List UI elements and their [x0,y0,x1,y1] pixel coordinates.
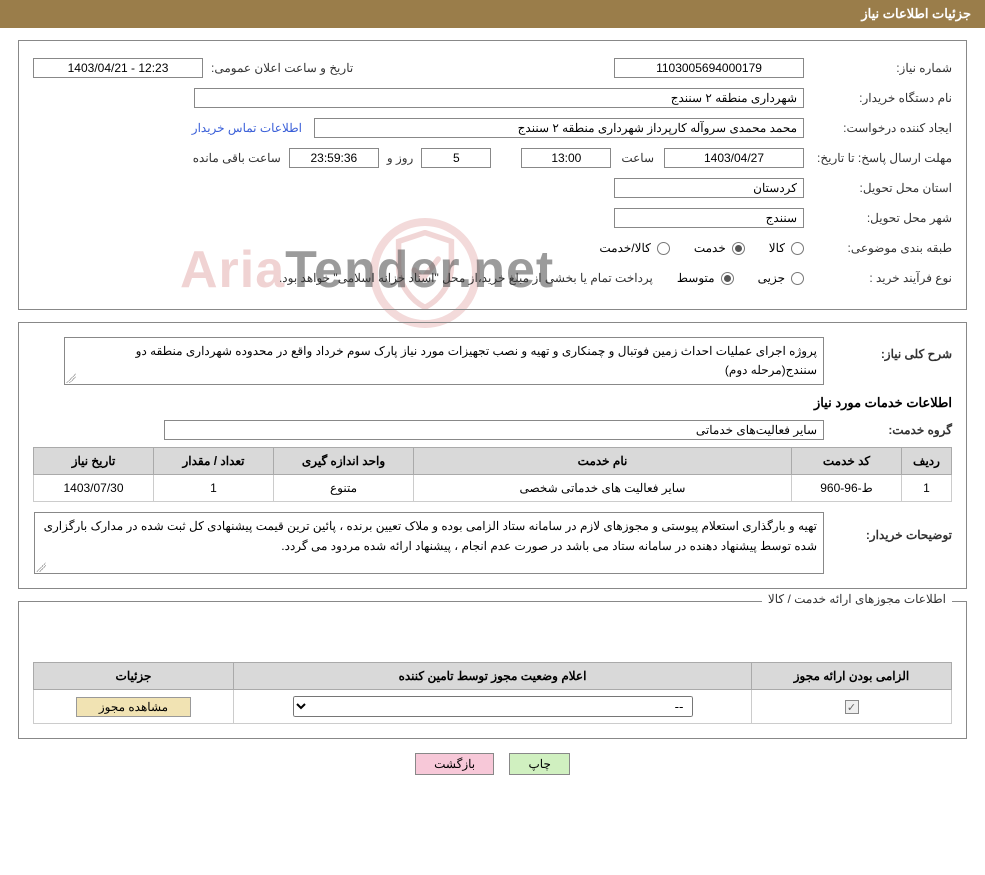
td-row: 1 [902,475,952,502]
mandatory-checkbox: ✓ [845,700,859,714]
services-heading: اطلاعات خدمات مورد نیاز [33,395,952,411]
row-need-number: شماره نیاز: 1103005694000179 تاریخ و ساع… [33,55,952,81]
th-name: نام خدمت [414,448,792,475]
td-name: سایر فعالیت های خدماتی شخصی [414,475,792,502]
deadline-label: مهلت ارسال پاسخ: تا تاریخ: [812,150,952,167]
row-city: شهر محل تحویل: سنندج [33,205,952,231]
page-title: جزئیات اطلاعات نیاز [861,6,971,21]
remaining-label: ساعت باقی مانده [193,151,281,165]
category-both[interactable]: کالا/خدمت [599,241,669,255]
page-root: جزئیات اطلاعات نیاز AriaTender.net شماره… [0,0,985,775]
th-status: اعلام وضعیت مجوز توسط تامین کننده [234,663,752,690]
services-table: ردیف کد خدمت نام خدمت واحد اندازه گیری ت… [33,447,952,502]
table-header-row: ردیف کد خدمت نام خدمت واحد اندازه گیری ت… [34,448,952,475]
pt-partial-label: جزیی [758,271,785,285]
cat-goods-label: کالا [769,241,785,255]
cat-service-label: خدمت [694,241,726,255]
status-select[interactable]: -- [293,696,693,717]
announce-value: 12:23 - 1403/04/21 [33,58,203,78]
th-mandatory: الزامی بودن ارائه مجوز [752,663,952,690]
countdown: 23:59:36 [289,148,379,168]
th-unit: واحد اندازه گیری [274,448,414,475]
category-goods[interactable]: کالا [769,241,804,255]
th-details: جزئیات [34,663,234,690]
print-button[interactable]: چاپ [509,753,569,775]
footer-buttons: چاپ بازگشت [0,753,985,775]
deadline-date: 1403/04/27 [664,148,804,168]
category-label: طبقه بندی موضوعی: [812,241,952,255]
page-title-bar: جزئیات اطلاعات نیاز [0,0,985,28]
row-category: طبقه بندی موضوعی: کالا خدمت کالا/خدمت [33,235,952,261]
row-province: استان محل تحویل: کردستان [33,175,952,201]
need-title-text: پروژه اجرای عملیات احداث زمین فوتبال و چ… [64,337,824,385]
row-service-group: گروه خدمت: سایر فعالیت‌های خدماتی [33,417,952,443]
cat-both-label: کالا/خدمت [599,241,650,255]
license-table: الزامی بودن ارائه مجوز اعلام وضعیت مجوز … [33,662,952,724]
td-code: ط-96-960 [792,475,902,502]
time-label: ساعت [621,151,654,165]
city-label: شهر محل تحویل: [812,211,952,225]
category-service[interactable]: خدمت [694,241,745,255]
pt-medium[interactable]: متوسط [677,271,734,285]
td-details: مشاهده مجوز [34,690,234,724]
radio-icon [791,272,804,285]
resize-handle-icon [36,562,46,572]
days-and-label: روز و [387,151,414,165]
buyer-contact-link[interactable]: اطلاعات تماس خریدار [192,121,302,135]
license-panel-title: اطلاعات مجوزهای ارائه خدمت / کالا [762,592,952,606]
row-buyer-notes: توضیحات خریدار: تهیه و بارگذاری استعلام … [33,512,952,574]
service-group-label: گروه خدمت: [832,423,952,437]
need-title-label: شرح کلی نیاز: [832,337,952,361]
province-value: کردستان [614,178,804,198]
view-license-button[interactable]: مشاهده مجوز [76,697,191,717]
td-status: -- [234,690,752,724]
service-group-value: سایر فعالیت‌های خدماتی [164,420,824,440]
td-unit: متنوع [274,475,414,502]
need-info-panel: شماره نیاز: 1103005694000179 تاریخ و ساع… [18,40,967,310]
table-header-row: الزامی بودن ارائه مجوز اعلام وضعیت مجوز … [34,663,952,690]
deadline-time: 13:00 [521,148,611,168]
buyer-notes-label: توضیحات خریدار: [832,512,952,542]
city-value: سنندج [614,208,804,228]
pt-medium-label: متوسط [677,271,715,285]
radio-icon-checked [721,272,734,285]
need-number-value: 1103005694000179 [614,58,804,78]
row-purchase-type: نوع فرآیند خرید : جزیی متوسط پرداخت تمام… [33,265,952,291]
announce-label: تاریخ و ساعت اعلان عمومی: [211,61,353,75]
buyer-notes-text: تهیه و بارگذاری استعلام پیوستی و مجوزهای… [34,512,824,574]
td-date: 1403/07/30 [34,475,154,502]
th-row: ردیف [902,448,952,475]
need-number-label: شماره نیاز: [812,61,952,75]
table-row: ✓ -- مشاهده مجوز [34,690,952,724]
purchase-type-label: نوع فرآیند خرید : [812,271,952,285]
row-buyer-org: نام دستگاه خریدار: شهرداری منطقه ۲ سنندج [33,85,952,111]
requester-value: محمد محمدی سروآله کارپرداز شهرداری منطقه… [314,118,804,138]
buyer-notes-text-content: تهیه و بارگذاری استعلام پیوستی و مجوزهای… [44,519,817,552]
buyer-org-value: شهرداری منطقه ۲ سنندج [194,88,804,108]
row-requester: ایجاد کننده درخواست: محمد محمدی سروآله ک… [33,115,952,141]
days-remaining: 5 [421,148,491,168]
description-panel: شرح کلی نیاز: پروژه اجرای عملیات احداث ز… [18,322,967,589]
table-row: 1 ط-96-960 سایر فعالیت های خدماتی شخصی م… [34,475,952,502]
th-qty: تعداد / مقدار [154,448,274,475]
province-label: استان محل تحویل: [812,181,952,195]
th-date: تاریخ نیاز [34,448,154,475]
td-mandatory: ✓ [752,690,952,724]
row-need-title: شرح کلی نیاز: پروژه اجرای عملیات احداث ز… [33,337,952,385]
th-code: کد خدمت [792,448,902,475]
radio-icon-checked [732,242,745,255]
payment-note: پرداخت تمام یا بخشی از مبلغ خرید،از محل … [279,271,653,285]
resize-handle-icon [66,373,76,383]
need-title-text-content: پروژه اجرای عملیات احداث زمین فوتبال و چ… [136,344,817,377]
buyer-org-label: نام دستگاه خریدار: [812,91,952,105]
row-deadline: مهلت ارسال پاسخ: تا تاریخ: 1403/04/27 سا… [33,145,952,171]
license-panel: اطلاعات مجوزهای ارائه خدمت / کالا الزامی… [18,601,967,739]
radio-icon [791,242,804,255]
requester-label: ایجاد کننده درخواست: [812,121,952,135]
back-button[interactable]: بازگشت [415,753,494,775]
radio-icon [657,242,670,255]
pt-partial[interactable]: جزیی [758,271,804,285]
td-qty: 1 [154,475,274,502]
